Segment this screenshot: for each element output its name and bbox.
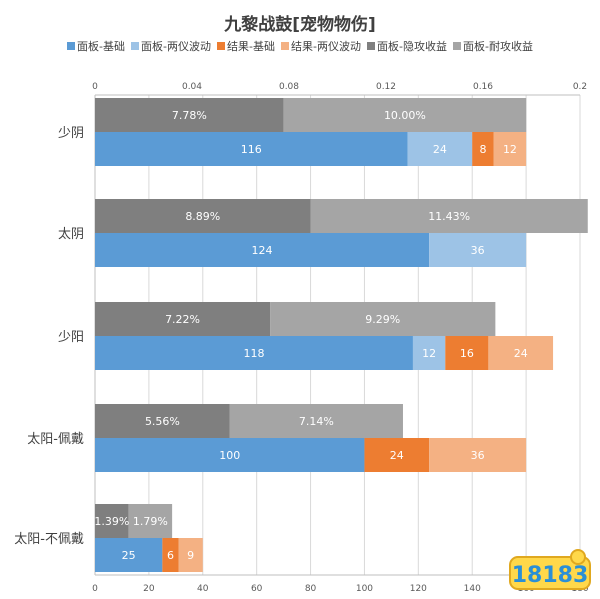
legend-label: 面板-两仪波动 bbox=[141, 40, 212, 53]
bar-dual_wave bbox=[412, 336, 446, 370]
bottom-axis-tick-label: 100 bbox=[356, 584, 373, 594]
legend-swatch bbox=[217, 42, 226, 50]
bar-base bbox=[95, 132, 408, 166]
legend-label: 面板-耐攻收益 bbox=[462, 40, 533, 53]
top-axis-tick-label: 0.2 bbox=[573, 82, 587, 92]
bar-hidden_atk bbox=[95, 302, 271, 336]
bar-hidden_atk bbox=[95, 504, 129, 538]
data-label: 116 bbox=[241, 143, 262, 156]
top-axis-tick-label: 0.12 bbox=[376, 82, 396, 92]
data-label: 24 bbox=[433, 143, 447, 156]
data-label: 7.78% bbox=[172, 109, 207, 122]
legend-swatch bbox=[67, 42, 76, 50]
bottom-axis-tick-label: 0 bbox=[92, 584, 98, 594]
data-label: 16 bbox=[460, 347, 474, 360]
bar-dual_wave bbox=[407, 132, 473, 166]
data-label: 5.56% bbox=[145, 415, 180, 428]
category-label: 太阳-佩戴 bbox=[27, 432, 84, 447]
legend: 面板-基础 面板-两仪波动 结果-基础 结果-两仪波动 面板-隐攻收益 面板-耐攻收益 bbox=[0, 38, 600, 54]
legend-swatch bbox=[366, 42, 375, 50]
data-label: 25 bbox=[122, 549, 136, 562]
bar-base bbox=[95, 336, 413, 370]
top-axis-tick-label: 0.08 bbox=[279, 82, 299, 92]
bottom-axis-tick-label: 120 bbox=[410, 584, 427, 594]
chart-title: 九黎战鼓[宠物物伤] bbox=[224, 15, 376, 35]
top-axis-tick-label: 0.16 bbox=[473, 82, 493, 92]
bar-base bbox=[95, 438, 365, 472]
data-label: 6 bbox=[167, 549, 174, 562]
bar-endurance bbox=[283, 98, 527, 132]
bar-endurance bbox=[229, 404, 403, 438]
bar-dual_wave bbox=[429, 233, 527, 267]
bar-result_dual_wave bbox=[429, 438, 527, 472]
data-label: 24 bbox=[514, 347, 528, 360]
data-label: 36 bbox=[471, 449, 485, 462]
category-label: 少阴 bbox=[58, 126, 84, 141]
data-label: 118 bbox=[243, 347, 264, 360]
legend-item-dual_wave: 面板-两仪波动 bbox=[131, 38, 211, 54]
legend-label: 结果-基础 bbox=[227, 40, 275, 53]
site-logo-watermark: 18183 bbox=[509, 549, 591, 590]
watermark-logo-text: 18183 bbox=[512, 563, 589, 588]
legend-swatch bbox=[281, 42, 289, 50]
data-label: 11.43% bbox=[428, 210, 470, 223]
data-label: 7.14% bbox=[299, 415, 334, 428]
data-label: 10.00% bbox=[384, 109, 426, 122]
legend-item-result_base: 结果-基础 bbox=[217, 38, 275, 54]
data-label: 12 bbox=[422, 347, 436, 360]
data-label: 36 bbox=[471, 244, 485, 257]
legend-label: 面板-基础 bbox=[77, 40, 126, 53]
bar-endurance bbox=[310, 199, 588, 233]
data-label: 9 bbox=[187, 549, 194, 562]
legend-item-endurance: 面板-耐攻收益 bbox=[452, 38, 533, 54]
legend-label: 面板-隐攻收益 bbox=[376, 40, 447, 53]
category-label: 少阳 bbox=[58, 330, 84, 345]
category-label: 太阴 bbox=[58, 227, 84, 242]
bar-result_base bbox=[162, 538, 179, 572]
data-label: 24 bbox=[390, 449, 404, 462]
bar-base bbox=[95, 233, 430, 267]
legend-label: 结果-两仪波动 bbox=[291, 40, 361, 53]
bar-result_dual_wave bbox=[178, 538, 203, 572]
bar-result_base bbox=[472, 132, 494, 166]
bottom-axis-tick-label: 40 bbox=[197, 584, 209, 594]
data-label: 8.89% bbox=[185, 210, 220, 223]
bar-result_base bbox=[364, 438, 430, 472]
legend-item-result_dual_wave: 结果-两仪波动 bbox=[281, 38, 361, 54]
bar-base bbox=[95, 538, 163, 572]
bottom-axis-tick-label: 60 bbox=[251, 584, 263, 594]
bar-endurance bbox=[128, 504, 173, 538]
category-label: 太阳-不佩戴 bbox=[14, 532, 84, 547]
data-label: 124 bbox=[252, 244, 273, 257]
bar-result_dual_wave bbox=[488, 336, 554, 370]
data-label: 9.29% bbox=[365, 313, 400, 326]
bar-hidden_atk bbox=[95, 199, 311, 233]
bar-result_dual_wave bbox=[493, 132, 527, 166]
data-label: 8 bbox=[480, 143, 487, 156]
data-label: 100 bbox=[219, 449, 240, 462]
bar-hidden_atk bbox=[95, 404, 230, 438]
legend-swatch bbox=[452, 42, 461, 50]
legend-swatch bbox=[131, 42, 140, 50]
bottom-axis-tick-label: 140 bbox=[464, 584, 481, 594]
data-label: 1.79% bbox=[133, 515, 168, 528]
bar-hidden_atk bbox=[95, 98, 284, 132]
legend-item-hidden_atk: 面板-隐攻收益 bbox=[366, 38, 447, 54]
bar-result_base bbox=[445, 336, 489, 370]
data-label: 7.22% bbox=[165, 313, 200, 326]
bottom-axis-tick-label: 20 bbox=[143, 584, 155, 594]
top-axis-tick-label: 0.04 bbox=[182, 82, 202, 92]
bottom-axis-tick-label: 80 bbox=[305, 584, 317, 594]
legend-item-base: 面板-基础 bbox=[67, 38, 125, 54]
data-label: 1.39% bbox=[94, 515, 129, 528]
data-label: 12 bbox=[503, 143, 517, 156]
bar-endurance bbox=[270, 302, 496, 336]
top-axis-tick-label: 0 bbox=[92, 82, 98, 92]
